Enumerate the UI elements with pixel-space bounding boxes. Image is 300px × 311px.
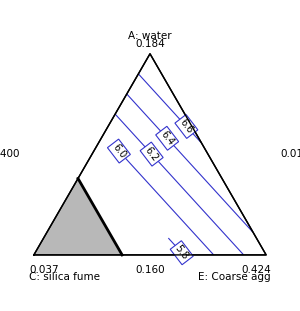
Text: 5.8: 5.8: [173, 244, 190, 262]
Text: E: Coarse agg: E: Coarse agg: [198, 272, 271, 282]
Text: 6.2: 6.2: [143, 145, 160, 163]
Text: 0.160: 0.160: [135, 265, 165, 275]
Text: 6.4: 6.4: [159, 129, 176, 147]
Text: 0.400: 0.400: [0, 149, 20, 159]
Text: 0.037: 0.037: [29, 265, 59, 275]
Text: A: water: A: water: [128, 31, 172, 41]
Text: 0.424: 0.424: [241, 265, 271, 275]
Text: 0.013: 0.013: [280, 149, 300, 159]
Text: 6.0: 6.0: [110, 142, 127, 160]
Polygon shape: [34, 179, 122, 255]
Text: 0.184: 0.184: [135, 39, 165, 49]
Text: C: silica fume: C: silica fume: [29, 272, 100, 282]
Text: 6.6: 6.6: [178, 117, 195, 136]
